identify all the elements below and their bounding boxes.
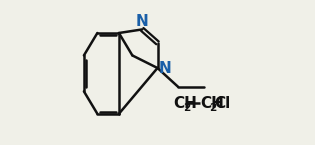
Text: 2: 2 (209, 103, 217, 113)
Text: N: N (158, 60, 171, 76)
Text: Cl: Cl (214, 96, 230, 110)
Text: CH: CH (201, 96, 225, 110)
Text: 2: 2 (183, 103, 190, 113)
Text: CH: CH (174, 96, 198, 110)
Text: N: N (136, 13, 149, 29)
